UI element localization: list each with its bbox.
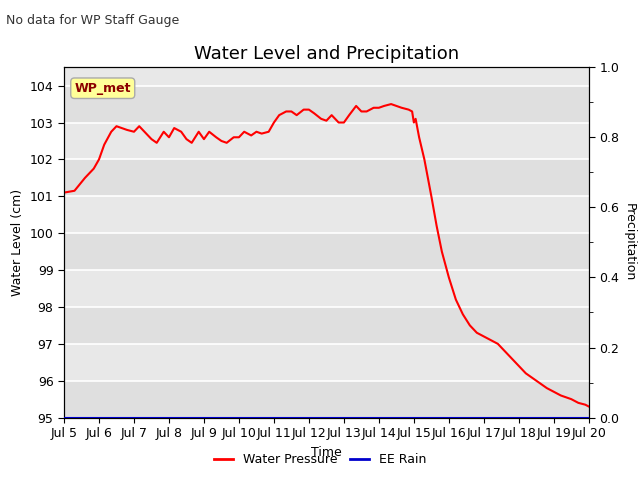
X-axis label: Time: Time [311, 446, 342, 459]
Bar [64, 381, 589, 418]
Text: No data for WP Staff Gauge: No data for WP Staff Gauge [6, 14, 180, 27]
Title: Water Level and Precipitation: Water Level and Precipitation [194, 45, 459, 63]
Bar [64, 307, 589, 344]
Bar [64, 233, 589, 270]
Bar [64, 159, 589, 196]
Y-axis label: Precipitation: Precipitation [623, 203, 636, 282]
Bar [64, 85, 589, 122]
Text: WP_met: WP_met [74, 82, 131, 95]
Legend: Water Pressure, EE Rain: Water Pressure, EE Rain [209, 448, 431, 471]
Y-axis label: Water Level (cm): Water Level (cm) [11, 189, 24, 296]
